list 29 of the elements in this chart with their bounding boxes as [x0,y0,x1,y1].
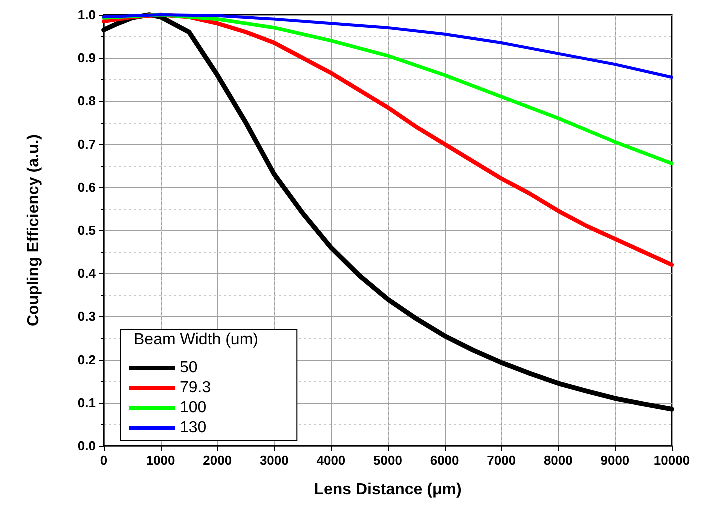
x-tick-label: 0 [100,453,108,468]
x-tick-label: 1000 [146,453,176,468]
legend-label: 50 [180,360,198,376]
x-tick-label: 6000 [430,453,460,468]
x-tick-label: 9000 [600,453,630,468]
x-tick-label: 5000 [374,453,402,468]
x-tick-label: 2000 [203,453,232,468]
y-tick-label: 0.7 [78,136,96,152]
y-tick-label: 0.6 [78,180,96,195]
x-tick-label: 7000 [487,453,516,468]
y-tick-label: 0.4 [78,266,97,282]
y-tick-label: 0.8 [78,94,96,109]
y-tick-label: 0.2 [78,352,96,368]
legend-label: 100 [180,400,207,416]
y-tick-label: 0.1 [78,395,96,410]
x-tick-label: 4000 [316,453,346,468]
y-tick-label: 0.3 [78,309,96,324]
legend-label: 130 [180,420,207,436]
y-tick-label: 0.9 [78,50,96,66]
legend-title: Beam Width (um) [134,332,258,348]
legend-label: 79.3 [180,380,212,396]
y-axis-title: Coupling Efficiency (a.u.) [26,134,42,327]
y-tick-label: 0.5 [78,223,96,238]
x-tick-label: 10000 [654,453,690,468]
x-axis-title: Lens Distance (μm) [314,482,462,498]
y-tick-label: 1.0 [78,8,96,22]
x-tick-label: 3000 [260,453,289,468]
y-tick-label: 0.0 [78,438,96,454]
x-tick-label: 8000 [544,453,573,468]
